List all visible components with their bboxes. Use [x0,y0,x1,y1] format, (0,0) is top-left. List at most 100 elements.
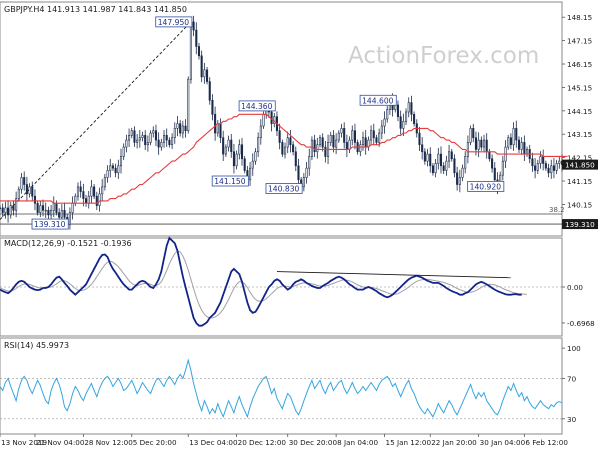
level-label-box [359,94,397,106]
candle-body [109,165,112,171]
level-label-box [467,180,505,192]
candle-body [141,135,144,139]
candle-body [477,139,480,150]
support-price-label: 139.310 [565,220,595,229]
candle-body [520,142,523,150]
candle-body [58,212,61,218]
candle-body [501,160,504,176]
candle-body [318,137,322,146]
candle-body [474,137,477,150]
candle-body [348,139,351,150]
candle-body [74,195,77,204]
candle-body [219,123,222,139]
candle-body [434,163,437,174]
x-tick-label: 5 Dec 20:00 [133,438,177,447]
candle-body [0,207,2,210]
last-price-label: 141.850 [565,161,595,170]
candle-body [370,130,373,141]
candle-body [111,165,114,169]
candle-body [536,163,539,171]
candle-body [82,191,85,199]
candle-body [523,142,526,155]
panel-frame [0,1,563,237]
candle-body [7,207,10,216]
candle-body [76,186,80,197]
x-tick-label: 30 Jan 04:00 [480,438,526,447]
candle-body [283,146,287,155]
y-tick-label: 143.15 [567,130,592,139]
x-tick-label: 21 Nov 04:00 [36,438,85,447]
candle-body [235,153,238,167]
candle-body [351,130,354,141]
y-tick-label: 148.15 [567,13,592,22]
support-price-tag [562,219,598,230]
candle-body [71,202,74,213]
candle-body [335,139,338,148]
candle-body [410,102,413,115]
rsi-panel: 100 70 30 [0,337,581,435]
candle-body [232,151,235,167]
candle-body [95,195,98,206]
candle-body [203,69,206,78]
candle-body [429,153,432,167]
candle-body [130,130,133,136]
y-tick-label: 141.15 [567,177,592,186]
candle-body [136,139,139,143]
candle-body [396,104,400,117]
candle-body [453,158,456,174]
candle-body [162,135,166,143]
candle-body [375,137,378,143]
candle-body [380,125,383,134]
candle-body [154,130,158,141]
candle-body [50,209,53,216]
candle-body [353,130,356,143]
candle-body [542,156,545,164]
candle-body [211,99,214,115]
candle-body [44,209,47,212]
candle-body [472,128,475,139]
level-label-box [31,218,69,230]
candle-body [60,209,63,218]
x-tick-label: 28 Nov 12:00 [84,438,133,447]
candle-body [101,186,104,195]
candle-body [200,55,203,78]
candle-body [31,186,34,197]
candle-body [1,207,4,213]
candle-body [179,123,182,134]
candle-body [539,156,542,164]
candle-body [240,144,244,160]
y-tick-label: 100 [567,344,581,353]
candle-body [329,135,332,143]
candle-body [149,132,152,143]
last-price-tag [562,159,598,170]
candle-body [364,137,367,148]
candle-body [399,116,402,129]
macd-line [0,236,522,327]
candle-body [488,151,491,160]
candle-body [294,151,297,167]
candle-body [249,167,252,181]
candle-body [517,139,521,150]
candle-body [87,195,90,204]
rsi-title: RSI(14) 45.9973 [4,341,69,350]
candle-body [466,142,469,157]
candle-body [404,111,408,122]
candle-body [4,207,7,213]
level-label: 144.600 [362,96,394,105]
candle-body [41,205,45,211]
rsi-line [0,358,563,419]
x-tick-label: 22 Jan 20:00 [431,438,477,447]
level-label: 147.950 [158,18,190,27]
y-tick-label: 30 [567,415,577,424]
candle-body [68,212,71,225]
candle-body [555,163,558,171]
panel-frame [0,337,563,435]
candle-body [386,109,389,120]
level-label-box [265,183,303,194]
candle-body [308,156,311,169]
candle-body [12,205,15,211]
candle-body [63,209,66,218]
candle-body [547,167,550,174]
candle-body [39,205,42,213]
